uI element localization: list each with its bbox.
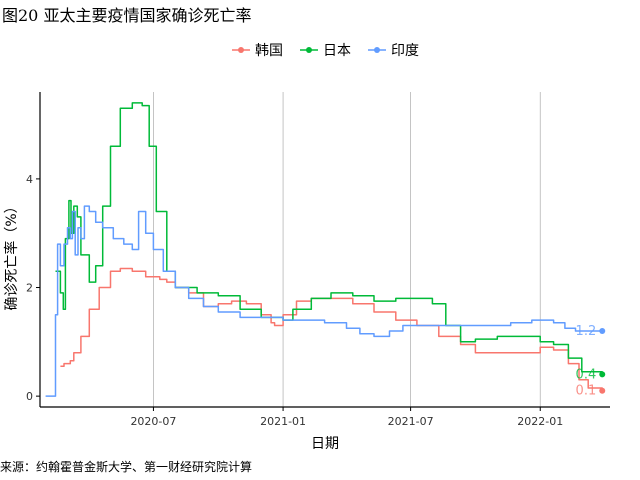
legend-label-日本: 日本 (323, 43, 351, 59)
y-tick-label-0: 0 (26, 390, 33, 403)
series-line-日本 (55, 102, 603, 375)
end-point-印度 (599, 327, 606, 334)
legend-swatch-dot-日本 (306, 47, 312, 53)
x-tick-label-2021-07: 2021-07 (388, 415, 434, 428)
y-axis-label: 确诊死亡率（%） (3, 199, 20, 310)
end-labels: 0.1 0.4 1.2 (576, 324, 606, 399)
series-lines (45, 102, 603, 397)
series-line-印度 (45, 205, 603, 397)
x-tick-label-2022-01: 2022-01 (517, 415, 563, 428)
y-tick-label-2: 2 (26, 282, 33, 295)
axes: 0 2 4 2020-07 2021-01 2021-07 2022-01 (26, 92, 610, 428)
legend-label-韩国: 韩国 (255, 43, 283, 59)
legend-swatch-dot-韩国 (238, 47, 244, 53)
y-tick-label-4: 4 (26, 173, 33, 186)
x-tick-label-2020-07: 2020-07 (130, 415, 176, 428)
legend-swatch-dot-印度 (374, 47, 380, 53)
legend: 韩国 日本 印度 (232, 43, 419, 59)
legend-label-印度: 印度 (391, 43, 419, 59)
figure-source: 来源：约翰霍普金斯大学、第一财经研究院计算 (0, 460, 253, 474)
end-point-韩国 (599, 387, 606, 394)
x-axis-label: 日期 (311, 436, 339, 452)
x-tick-label-2021-01: 2021-01 (260, 415, 306, 428)
figure-title: 图20 亚太主要疫情国家确诊死亡率 (2, 6, 252, 25)
end-label-印度: 1.2 (576, 324, 597, 339)
end-point-日本 (599, 371, 606, 378)
grid (153, 92, 541, 407)
series-line-韩国 (60, 267, 603, 391)
end-label-韩国: 0.1 (576, 384, 597, 399)
end-label-日本: 0.4 (576, 367, 597, 382)
